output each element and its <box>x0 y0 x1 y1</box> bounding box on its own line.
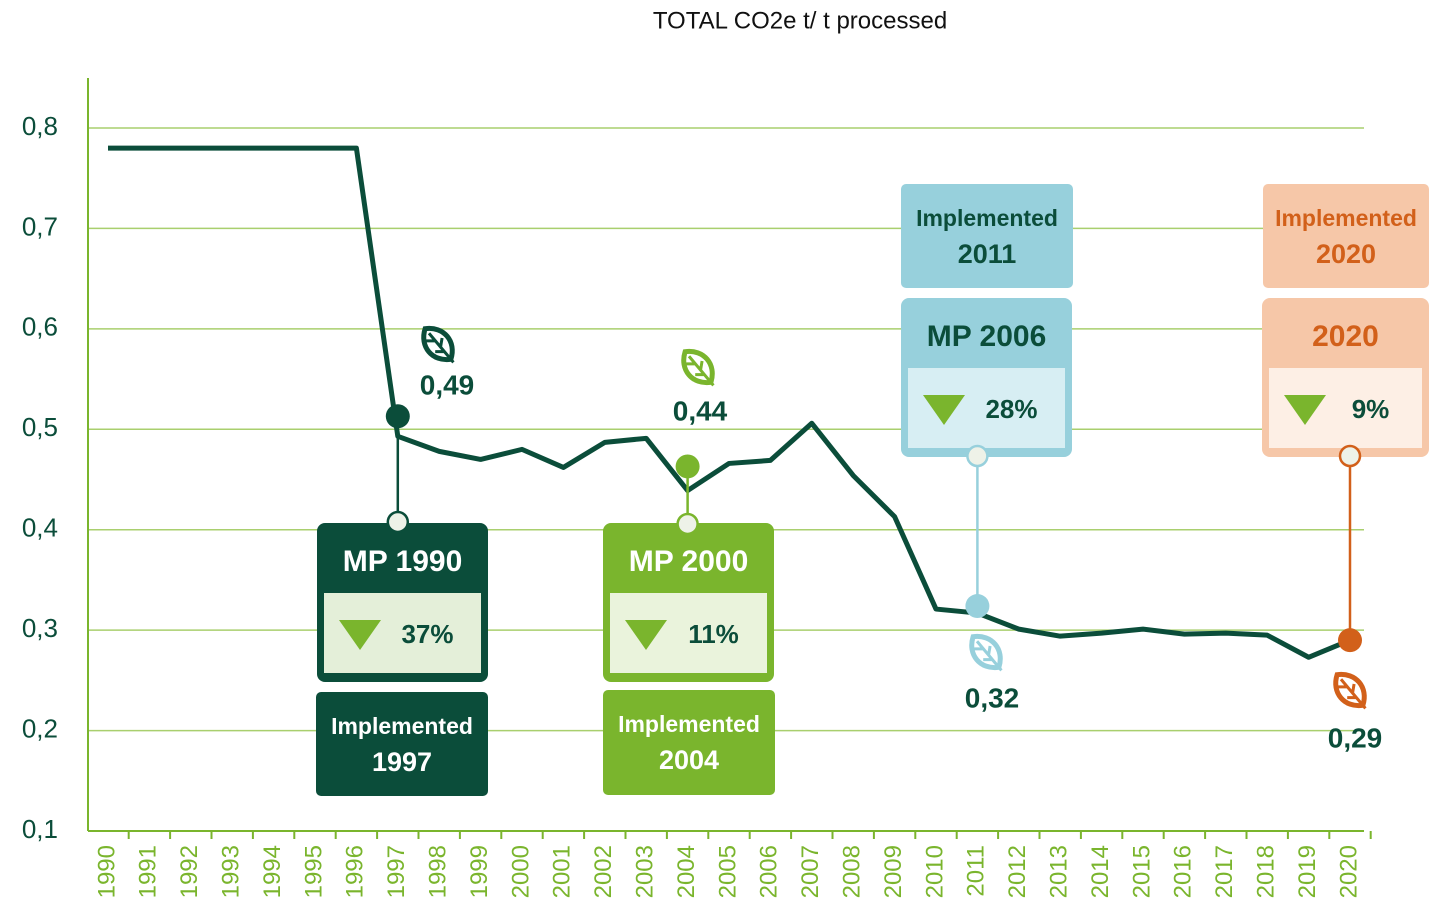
connector-end <box>1338 444 1362 468</box>
plan-title: MP 2000 <box>629 545 749 578</box>
plan-title: MP 2006 <box>927 320 1047 353</box>
y-tick-label: 0,5 <box>22 412 58 442</box>
reduction-label: 11% <box>688 619 739 649</box>
connector-end <box>386 510 410 534</box>
down-triangle <box>625 620 667 650</box>
down-triangle <box>339 620 381 650</box>
reduction-label: 28% <box>985 394 1037 424</box>
point-label: 0,32 <box>965 682 1020 713</box>
x-tick-label: 2016 <box>1170 845 1197 898</box>
plan-title: 2020 <box>1312 320 1379 353</box>
point-marker <box>675 454 700 479</box>
leaf-vein <box>426 332 455 364</box>
y-tick-label: 0,3 <box>22 613 58 643</box>
connector-end <box>966 444 989 468</box>
implemented-label: 2004 <box>659 745 719 775</box>
implemented-label: Implemented <box>618 711 760 737</box>
point-marker <box>385 404 410 429</box>
x-tick-label: 1997 <box>383 845 410 898</box>
x-tick-label: 2004 <box>673 845 700 898</box>
x-tick-label: 1990 <box>93 845 120 898</box>
reduction-label: 9% <box>1352 394 1390 424</box>
chart-title: TOTAL CO2e t/ t processed <box>653 7 947 34</box>
y-tick-label: 0,6 <box>22 312 58 342</box>
x-tick-label: 2001 <box>549 845 576 898</box>
implemented-box <box>901 184 1073 288</box>
x-tick-label: 2002 <box>590 845 617 898</box>
implemented-label: 1997 <box>372 747 432 777</box>
line-series <box>108 145 1351 660</box>
y-tick-label: 0,8 <box>22 111 58 141</box>
x-tick-label: 2010 <box>921 845 948 898</box>
x-tick-label: 2008 <box>839 845 866 898</box>
x-tick-label: 2003 <box>632 845 659 898</box>
reduction-label: 37% <box>401 619 453 649</box>
point-marker <box>965 594 990 619</box>
x-tick-label: 2009 <box>880 845 907 898</box>
y-tick-label: 0,4 <box>22 513 58 543</box>
point-marker <box>1338 628 1362 653</box>
x-tick-label: 2000 <box>507 845 534 898</box>
leaf-icon <box>681 349 715 387</box>
x-tick-label: 2018 <box>1253 845 1280 898</box>
y-tick-label: 0,7 <box>22 211 58 241</box>
x-tick-label: 2006 <box>756 845 783 898</box>
point-label: 0,44 <box>673 395 728 426</box>
x-tick-label: 2013 <box>1046 845 1073 898</box>
x-tick-label: 1995 <box>300 845 327 898</box>
plan-title: MP 1990 <box>343 545 463 578</box>
implemented-box <box>1263 184 1429 288</box>
x-tick-label: 2020 <box>1335 845 1362 898</box>
x-tick-label: 1999 <box>466 845 493 898</box>
x-tick-label: 2017 <box>1211 845 1238 898</box>
leaf-icon <box>421 326 455 364</box>
x-tick-label: 2014 <box>1087 845 1114 898</box>
leaf-vein <box>1338 678 1367 710</box>
x-tick-label: 1996 <box>342 845 369 898</box>
implemented-label: 2020 <box>1316 239 1376 269</box>
x-tick-label: 2019 <box>1294 845 1321 898</box>
leaf-vein <box>686 355 715 387</box>
x-tick-label: 2015 <box>1128 845 1155 898</box>
implemented-label: Implemented <box>331 713 473 739</box>
x-tick-label: 1993 <box>218 845 245 898</box>
y-tick-label: 0,1 <box>22 814 58 844</box>
leaf-vein <box>974 640 1003 672</box>
implemented-label: Implemented <box>1275 205 1417 231</box>
implemented-box <box>603 690 775 795</box>
x-tick-label: 2005 <box>714 845 741 898</box>
x-tick-label: 1991 <box>135 845 162 898</box>
point-label: 0,29 <box>1328 722 1383 753</box>
leaf-icon <box>1333 672 1367 710</box>
x-tick-label: 2012 <box>1004 845 1031 898</box>
x-tick-label: 2007 <box>797 845 824 898</box>
reduction-box <box>1269 368 1422 448</box>
leaf-icon <box>969 634 1003 672</box>
x-tick-label: 2011 <box>963 845 990 897</box>
implemented-label: Implemented <box>916 205 1058 231</box>
down-triangle <box>1284 395 1326 425</box>
implemented-box <box>316 692 488 796</box>
down-triangle <box>923 395 965 425</box>
x-tick-label: 1998 <box>425 845 452 898</box>
x-tick-label: 1992 <box>176 845 203 898</box>
implemented-label: 2011 <box>958 239 1017 269</box>
connector-end <box>676 512 699 536</box>
point-label: 0,49 <box>420 369 475 400</box>
y-tick-label: 0,2 <box>22 713 58 743</box>
x-tick-label: 1994 <box>259 845 286 898</box>
